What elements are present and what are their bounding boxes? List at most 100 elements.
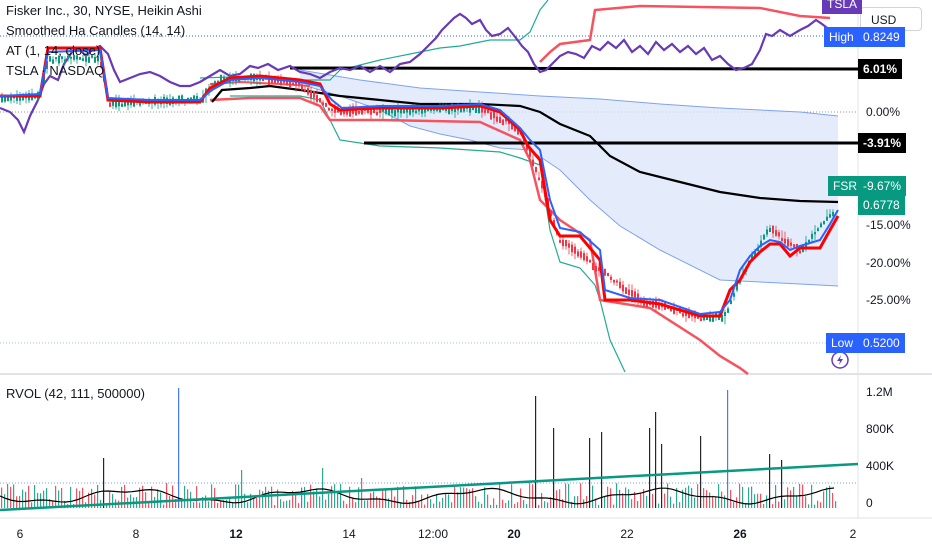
volume-bar — [373, 491, 375, 508]
volume-bar — [832, 492, 834, 508]
volume-bar — [766, 495, 768, 508]
volume-bar — [802, 484, 804, 508]
tsla-legend[interactable]: TSLA · NASDAQ — [6, 63, 105, 78]
candle-body — [289, 79, 291, 88]
volume-bar — [610, 488, 612, 508]
volume-bar — [55, 485, 57, 508]
volume-bar — [217, 502, 219, 508]
lightning-icon[interactable] — [831, 351, 849, 369]
candle-body — [367, 109, 369, 113]
candle-body — [469, 106, 471, 113]
candle-body — [346, 108, 348, 115]
candle-body — [394, 110, 396, 117]
candle-body — [58, 55, 60, 64]
candle-body — [271, 79, 273, 83]
volume-bar — [562, 499, 564, 508]
volume-bar — [679, 502, 681, 508]
candle-body — [499, 117, 501, 124]
candle-body — [727, 308, 729, 313]
volume-bar — [151, 486, 153, 508]
candle-body — [781, 238, 783, 241]
volume-bar — [775, 484, 777, 508]
volume-bar — [736, 497, 738, 508]
candle-body — [421, 108, 423, 114]
candle-body — [775, 230, 777, 236]
candle-body — [412, 109, 414, 113]
volume-bar — [259, 489, 261, 508]
candle-body — [517, 126, 519, 135]
volume-bar — [268, 490, 270, 508]
volume-bar — [640, 493, 642, 508]
volume-bar — [247, 502, 249, 508]
volume-bar — [619, 489, 621, 508]
volume-bar — [316, 488, 318, 508]
volume-bar — [730, 489, 732, 508]
volume-bar — [22, 489, 24, 508]
volume-bar — [421, 494, 423, 508]
candle-body — [574, 246, 576, 254]
volume-bar — [34, 484, 36, 508]
low-label-tag: Low — [826, 333, 859, 353]
candle-body — [109, 102, 111, 107]
volume-bar — [271, 486, 273, 508]
at-legend[interactable]: AT (1, 14, close) — [6, 43, 101, 58]
candle-body — [487, 110, 489, 113]
volume-bar — [76, 488, 78, 508]
volume-bar — [367, 500, 369, 508]
candle-body — [583, 253, 585, 261]
volume-bar — [670, 496, 672, 508]
volume-bar — [301, 487, 303, 508]
candle-body — [7, 97, 9, 102]
price-label-20: -20.00% — [866, 256, 911, 270]
volume-bar — [397, 486, 399, 508]
tsla-tag[interactable]: TSLA — [822, 0, 863, 14]
volume-bar — [28, 485, 30, 508]
volume-bar — [196, 486, 198, 508]
volume-bar — [64, 500, 66, 508]
candle-body — [598, 267, 600, 271]
candle-body — [496, 116, 498, 122]
volume-bar — [595, 498, 597, 508]
volume-bar — [328, 493, 330, 508]
candle-body — [565, 239, 567, 247]
volume-bar — [718, 484, 720, 508]
smoothed-ha-legend[interactable]: Smoothed Ha Candles (14, 14) — [6, 23, 186, 38]
volume-bar — [502, 499, 504, 508]
candle-body — [550, 210, 552, 217]
volume-bar — [772, 504, 774, 508]
volume-bar — [604, 496, 606, 508]
candle-body — [49, 56, 51, 62]
candle-body — [349, 108, 351, 117]
volume-bar — [652, 493, 654, 508]
volume-bar — [631, 499, 633, 508]
volume-bar — [517, 502, 519, 508]
volume-bar — [691, 487, 693, 508]
volume-bar — [283, 501, 285, 508]
candle-body — [400, 109, 402, 114]
candle-body — [121, 103, 123, 107]
candle-body — [316, 95, 318, 102]
volume-bar — [709, 492, 711, 508]
volume-bar — [352, 497, 354, 508]
volume-bar — [277, 489, 279, 508]
candle-body — [736, 283, 738, 291]
volume-bar — [592, 485, 594, 508]
volume-bar — [430, 499, 432, 508]
candle-body — [481, 105, 483, 113]
volume-bar — [760, 493, 762, 508]
volume-bar — [826, 487, 828, 508]
main-legend-title[interactable]: Fisker Inc., 30, NYSE, Heikin Ashi — [6, 3, 202, 18]
volume-bar — [439, 501, 441, 508]
volume-bar — [646, 495, 648, 508]
time-label-22: 22 — [620, 527, 634, 541]
volume-bar — [91, 488, 93, 508]
volume-bar — [286, 500, 288, 508]
rvol-average-line — [0, 487, 835, 505]
candle-body — [376, 111, 378, 116]
candle-body — [712, 315, 714, 322]
rvol-legend[interactable]: RVOL (42, 111, 500000) — [6, 386, 146, 401]
volume-bar — [664, 493, 666, 508]
volume-bar — [574, 496, 576, 508]
candle-body — [211, 86, 213, 91]
